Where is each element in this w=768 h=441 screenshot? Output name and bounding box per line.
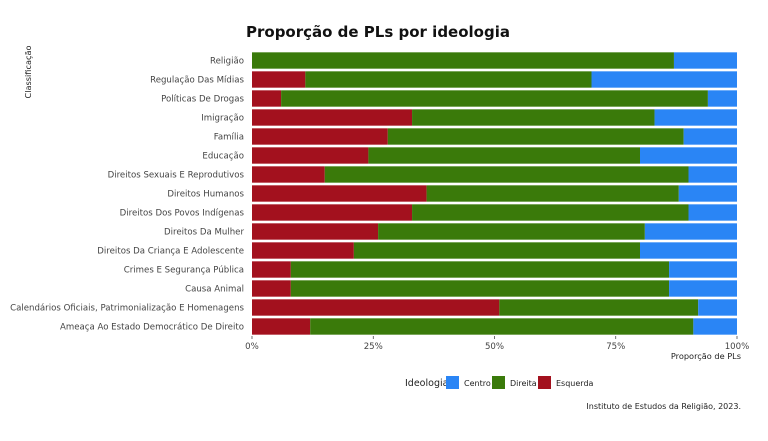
x-tick-label: 0%	[245, 342, 259, 352]
bar-esquerda-regulacao-das-midias	[252, 71, 306, 88]
bar-direita-crimes-e-seguranca-publica	[290, 261, 670, 278]
bar-esquerda-direitos-humanos	[252, 185, 427, 202]
bar-centro-direitos-humanos	[678, 185, 737, 202]
bar-direita-ameaca-ao-estado-democratico-de-direito	[310, 318, 694, 335]
category-label-direitos-humanos: Direitos Humanos	[167, 190, 244, 200]
bar-direita-direitos-sexuais-e-reprodutivos	[324, 166, 689, 183]
bar-centro-direitos-sexuais-e-reprodutivos	[688, 166, 737, 183]
bar-direita-direitos-humanos	[426, 185, 679, 202]
bar-esquerda-politicas-de-drogas	[252, 90, 282, 107]
bars-group	[252, 52, 737, 335]
category-label-causa-animal: Causa Animal	[185, 285, 244, 295]
bar-centro-calendarios-oficiais-patrimonializacao-e-homenagens	[698, 299, 737, 316]
category-labels: Religião Regulação Das Mídias Políticas De…	[10, 57, 244, 333]
chart-caption: Instituto de Estudos da Religião, 2023.	[586, 402, 741, 411]
legend-title: Ideologia	[405, 378, 448, 389]
bar-direita-direitos-dos-povos-indigenas	[412, 204, 689, 221]
bar-esquerda-ameaca-ao-estado-democratico-de-direito	[252, 318, 311, 335]
bar-direita-calendarios-oficiais-patrimonializacao-e-homenagens	[499, 299, 699, 316]
bar-centro-direitos-da-mulher	[644, 223, 737, 240]
bar-centro-politicas-de-drogas	[707, 90, 737, 107]
bar-direita-familia	[387, 128, 684, 145]
bar-esquerda-direitos-da-crianca-e-adolescente	[252, 242, 354, 259]
bar-direita-politicas-de-drogas	[281, 90, 708, 107]
bar-esquerda-direitos-sexuais-e-reprodutivos	[252, 166, 325, 183]
bar-esquerda-calendarios-oficiais-patrimonializacao-e-homenagens	[252, 299, 500, 316]
x-tick-label: 75%	[606, 342, 625, 352]
category-label-imigracao: Imigração	[201, 114, 244, 124]
bar-centro-causa-animal	[669, 280, 737, 297]
category-label-familia: Família	[214, 133, 244, 143]
x-tick-label: 50%	[485, 342, 504, 352]
bar-esquerda-direitos-dos-povos-indigenas	[252, 204, 413, 221]
bar-centro-educacao	[640, 147, 737, 164]
category-label-politicas-de-drogas: Políticas De Drogas	[161, 95, 244, 105]
bar-centro-direitos-dos-povos-indigenas	[688, 204, 737, 221]
legend-swatch-esquerda	[538, 376, 551, 389]
bar-direita-causa-animal	[290, 280, 670, 297]
bar-direita-direitos-da-mulher	[378, 223, 645, 240]
category-label-direitos-da-mulher: Direitos Da Mulher	[164, 228, 244, 238]
x-axis-ticks: 0% 25% 50% 75% 100%	[245, 336, 749, 352]
legend: Ideologia Centro Direita Esquerda	[405, 376, 594, 389]
bar-centro-imigracao	[654, 109, 737, 126]
bar-direita-imigracao	[412, 109, 655, 126]
bar-centro-crimes-e-seguranca-publica	[669, 261, 737, 278]
category-label-ameaca-ao-estado-democratico-de-direito: Ameaça Ao Estado Democrático De Direito	[60, 323, 244, 333]
legend-label-centro: Centro	[464, 379, 491, 388]
bar-direita-educacao	[368, 147, 640, 164]
x-axis-title: Proporção de PLs	[671, 351, 741, 361]
bar-centro-religiao	[673, 52, 737, 69]
legend-label-esquerda: Esquerda	[556, 379, 594, 388]
legend-swatch-direita	[492, 376, 505, 389]
bar-direita-regulacao-das-midias	[305, 71, 592, 88]
legend-items: Centro Direita Esquerda	[446, 376, 594, 389]
bar-centro-ameaca-ao-estado-democratico-de-direito	[693, 318, 737, 335]
category-label-direitos-dos-povos-indigenas: Direitos Dos Povos Indígenas	[120, 209, 245, 219]
category-label-regulacao-das-midias: Regulação Das Mídias	[150, 76, 244, 86]
legend-swatch-centro	[446, 376, 459, 389]
bar-direita-religiao	[252, 52, 674, 69]
x-tick-label: 25%	[364, 342, 383, 352]
category-label-educacao: Educação	[202, 152, 244, 162]
bar-esquerda-causa-animal	[252, 280, 291, 297]
x-tick-label: 100%	[725, 342, 750, 352]
category-label-direitos-sexuais-e-reprodutivos: Direitos Sexuais E Reprodutivos	[108, 171, 245, 181]
category-label-crimes-e-seguranca-publica: Crimes E Segurança Pública	[124, 266, 244, 276]
bar-esquerda-familia	[252, 128, 388, 145]
y-axis-title: Classificação	[23, 45, 33, 98]
bar-centro-familia	[683, 128, 737, 145]
bar-esquerda-educacao	[252, 147, 369, 164]
legend-label-direita: Direita	[510, 379, 537, 388]
chart-title: Proporção de PLs por ideologia	[246, 23, 510, 41]
bar-esquerda-direitos-da-mulher	[252, 223, 379, 240]
bar-direita-direitos-da-crianca-e-adolescente	[353, 242, 640, 259]
bar-esquerda-crimes-e-seguranca-publica	[252, 261, 291, 278]
category-label-calendarios-oficiais-patrimonializacao-e-homenagens: Calendários Oficiais, Patrimonialização …	[10, 304, 244, 314]
category-label-religiao: Religião	[210, 57, 244, 67]
bar-esquerda-imigracao	[252, 109, 413, 126]
category-label-direitos-da-crianca-e-adolescente: Direitos Da Criança E Adolescente	[97, 247, 244, 257]
bar-centro-direitos-da-crianca-e-adolescente	[640, 242, 737, 259]
bar-centro-regulacao-das-midias	[591, 71, 737, 88]
